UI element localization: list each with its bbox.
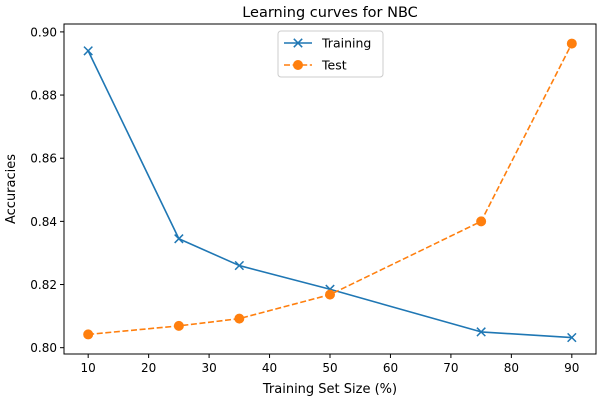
legend-marker xyxy=(293,60,303,70)
legend: Training Test xyxy=(277,30,384,78)
x-tick-label: 90 xyxy=(564,361,579,375)
y-tick-label: 0.88 xyxy=(30,89,57,103)
x-tick-label: 10 xyxy=(81,361,96,375)
series-line-training xyxy=(87,50,572,339)
x-tick-label: 50 xyxy=(322,361,337,375)
data-point-test xyxy=(83,329,94,340)
y-tick-label: 0.80 xyxy=(30,341,57,355)
axis-ticks: 10 20 30 40 50 60 70 80 90 0.80 0.82 0.84 0.86 0.88 0.… xyxy=(30,25,579,375)
legend-entry-test: Test xyxy=(284,58,347,73)
legend-label: Test xyxy=(321,58,347,73)
plot-frame xyxy=(63,23,597,355)
data-point-test xyxy=(234,313,245,324)
x-tick-label: 80 xyxy=(504,361,519,375)
data-point-training xyxy=(567,332,577,343)
y-axis-label: Accuracies xyxy=(4,154,19,224)
legend-label: Training xyxy=(321,36,371,51)
x-tick-label: 30 xyxy=(201,361,216,375)
x-tick-label: 70 xyxy=(443,361,458,375)
series-layer xyxy=(83,38,577,343)
y-tick-label: 0.82 xyxy=(30,278,57,292)
data-point-test xyxy=(566,38,577,49)
data-point-training xyxy=(174,234,184,244)
y-tick-label: 0.90 xyxy=(30,25,57,39)
x-tick-label: 20 xyxy=(141,361,156,375)
data-point-test xyxy=(173,320,184,331)
series-test xyxy=(83,38,577,340)
data-point-test xyxy=(325,289,335,300)
data-point-training xyxy=(83,46,93,56)
data-point-training xyxy=(476,327,486,337)
legend-marker xyxy=(293,38,303,48)
y-tick-label: 0.84 xyxy=(30,215,57,229)
data-point-training xyxy=(234,260,245,271)
series-line-test xyxy=(88,43,573,336)
y-tick-label: 0.86 xyxy=(30,152,57,166)
chart-title: Learning curves for NBC xyxy=(242,5,418,21)
x-tick-label: 60 xyxy=(383,361,398,375)
x-axis-label: Training Set Size (%) xyxy=(262,382,397,397)
x-tick-label: 40 xyxy=(262,361,277,375)
legend-entry-training: Training xyxy=(284,36,371,51)
data-point-test xyxy=(476,216,487,227)
